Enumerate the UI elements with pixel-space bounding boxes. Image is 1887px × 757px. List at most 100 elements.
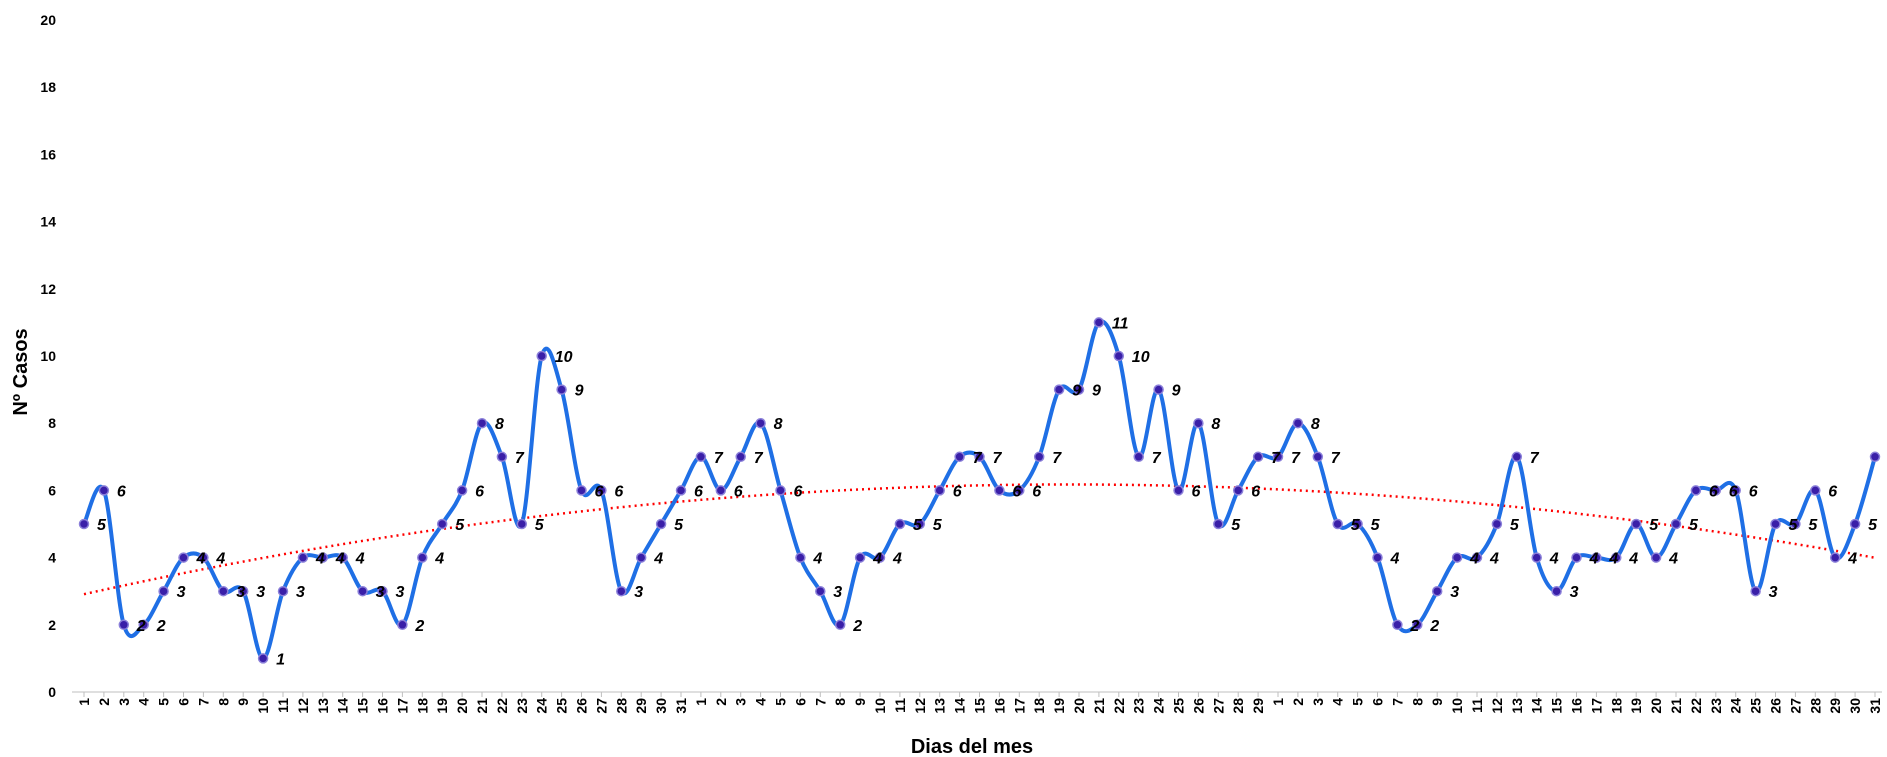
data-label: 6 [734,483,743,500]
data-point [377,585,388,597]
data-label: 5 [535,517,545,534]
x-tick-label: 12 [295,698,311,714]
data-point [1272,451,1284,463]
x-tick-label: 15 [355,698,371,714]
data-label: 3 [236,584,245,601]
data-point [357,585,368,597]
data-point [1372,552,1383,563]
x-tick-label: 14 [952,698,968,714]
data-label: 6 [794,483,803,500]
x-tick-label: 23 [1708,698,1724,714]
x-tick-label: 15 [1549,698,1565,714]
x-tick-label: 16 [1569,698,1585,714]
data-label: 2 [1409,618,1419,635]
data-label: 3 [376,584,385,601]
x-tick-label: 13 [932,698,948,714]
data-point [1312,451,1324,463]
x-tick-label: 13 [1509,698,1525,714]
y-axis-ticks: 0 2 4 6 8 10 12 14 16 18 20 [40,12,56,700]
data-label: 9 [1172,383,1181,400]
data-point [1730,485,1741,496]
data-label: 7 [993,450,1003,467]
x-tick-label: 17 [1588,698,1604,714]
data-label: 1 [276,651,285,668]
x-tick-label: 14 [335,698,351,714]
x-tick-label: 26 [574,698,590,714]
data-point [1630,518,1642,530]
data-label: 5 [1689,517,1699,534]
x-tick-label: 22 [1688,698,1704,714]
x-tick-label: 6 [792,698,808,706]
data-point [616,585,627,597]
data-label: 4 [1390,551,1400,568]
data-label: 5 [1868,517,1878,534]
data-point [775,485,786,496]
data-label: 4 [335,551,345,568]
data-point [436,518,448,530]
data-point [1232,485,1244,496]
data-label: 5 [1351,517,1361,534]
data-point [1451,552,1463,563]
x-tick-label: 12 [1489,698,1505,714]
x-tick-label: 28 [1230,698,1246,714]
x-tick-label: 17 [394,698,410,714]
data-point [317,552,329,563]
data-label: 5 [1231,517,1241,534]
x-tick-label: 11 [275,698,291,713]
data-label: 6 [1828,483,1837,500]
data-point [1252,451,1264,463]
x-tick-label: 19 [1628,698,1644,714]
data-point [1790,518,1801,530]
data-label: 5 [97,517,107,534]
x-tick-label: 7 [1389,698,1405,706]
x-tick-label: 25 [554,698,570,714]
y-tick-label: 14 [40,214,56,230]
x-tick-label: 7 [195,698,211,706]
data-label: 4 [1628,551,1638,568]
data-point [1511,451,1523,463]
data-label: 3 [1450,584,1459,601]
x-tick-label: 20 [454,698,470,714]
data-label: 3 [296,584,305,601]
data-label: 5 [913,517,923,534]
data-point [1213,518,1224,530]
data-point [496,451,508,463]
x-tick-label: 3 [1310,698,1326,706]
data-label: 4 [1549,551,1559,568]
data-label: 3 [634,584,643,601]
data-label: 3 [396,584,405,601]
data-label: 9 [1092,383,1101,400]
x-tick-label: 31 [673,698,689,714]
data-point [1292,417,1304,429]
data-label: 7 [515,450,525,467]
data-label: 6 [475,483,484,500]
trendline [83,483,1876,596]
data-point [536,350,547,362]
x-tick-label: 20 [1648,698,1664,714]
data-label: 4 [355,551,365,568]
data-point [277,585,289,597]
x-tick-label: 31 [1867,698,1883,714]
data-label: 8 [1311,416,1320,433]
data-label: 2 [414,618,424,635]
data-label: 6 [1709,483,1718,500]
x-tick-label: 26 [1768,698,1784,714]
y-tick-label: 0 [48,684,56,700]
x-tick-label: 26 [1190,698,1206,714]
x-tick-label: 21 [1668,698,1684,714]
x-tick-label: 6 [1370,698,1386,706]
data-point [456,485,468,496]
data-point [1093,317,1105,328]
x-tick-label: 8 [1409,698,1425,706]
x-tick-label: 23 [1131,698,1147,714]
data-label: 5 [455,517,465,534]
x-tick-label: 7 [812,698,828,706]
data-label: 4 [872,551,882,568]
x-tick-label: 8 [215,698,231,706]
data-point [1770,518,1781,530]
data-point [78,518,90,530]
data-point [994,485,1005,496]
x-tick-label: 10 [872,698,888,714]
